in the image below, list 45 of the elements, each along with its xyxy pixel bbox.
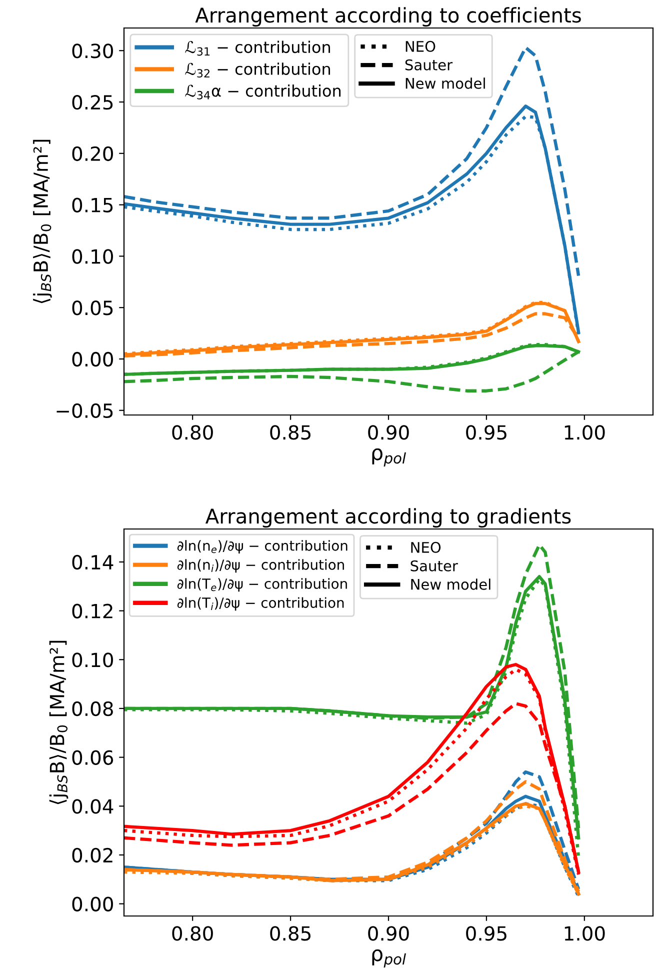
legend-label: ∂ln(n$_{e}$)/∂ψ − contribution xyxy=(177,540,348,554)
annotation: New model xyxy=(406,78,485,89)
legend-label: ℒ$_{32}$ − contribution xyxy=(185,62,330,78)
y-tick-label: 0.04 xyxy=(72,799,114,814)
legend-label: ℒ$_{31}$ − contribution xyxy=(185,40,330,56)
y-tick-label: 0.12 xyxy=(72,604,112,618)
annotation: Sauter xyxy=(410,560,458,572)
x-tick-label: 1.00 xyxy=(564,425,605,440)
x-tick-label: 0.95 xyxy=(466,926,506,941)
y-axis-title: ⟨j$_{BS}$B⟩/B$_{0}$ [MA/m²] xyxy=(49,640,68,804)
x-tick-label: 0.90 xyxy=(368,425,409,440)
x-tick-label: 0.95 xyxy=(466,425,506,440)
x-axis-title: ρ$_{pol}$ xyxy=(372,448,406,466)
y-tick-label: 0.00 xyxy=(72,896,113,912)
y-tick-label: 0.14 xyxy=(72,554,114,570)
annotation: Sauter xyxy=(405,59,453,70)
x-tick-label: 0.85 xyxy=(270,425,310,440)
x-tick-label: 0.80 xyxy=(172,425,213,440)
legend-label: ∂ln(n$_{i}$)/∂ψ − contribution xyxy=(177,559,344,573)
x-axis-title: ρ$_{pol}$ xyxy=(372,949,406,968)
y-tick-label: 0.30 xyxy=(72,44,113,58)
y-tick-label: 0.25 xyxy=(72,94,113,110)
chart-title: Arrangement according to gradients xyxy=(205,508,571,528)
y-tick-label: 0.06 xyxy=(72,750,114,765)
legend-label: ∂ln(T$_{e}$)/∂ψ − contribution xyxy=(177,578,347,592)
legend-label: ∂ln(T$_{i}$)/∂ψ − contribution xyxy=(177,597,344,611)
y-tick-label: 0.00 xyxy=(72,352,113,367)
y-tick-label: −0.05 xyxy=(56,403,113,418)
y-tick-label: 0.10 xyxy=(72,249,113,264)
x-tick-label: 0.80 xyxy=(172,926,213,941)
y-tick-label: 0.02 xyxy=(72,848,112,863)
y-tick-label: 0.08 xyxy=(72,701,113,716)
x-tick-label: 0.90 xyxy=(368,926,409,941)
y-tick-label: 0.20 xyxy=(72,146,113,162)
x-tick-label: 0.85 xyxy=(270,926,310,941)
annotation: NEO xyxy=(411,542,441,553)
legend-label: ℒ$_{34}$α − contribution xyxy=(185,84,341,100)
y-tick-label: 0.15 xyxy=(72,198,113,212)
y-axis-title: ⟨j$_{BS}$B⟩/B$_{0}$ [MA/m²] xyxy=(33,140,52,304)
annotation: NEO xyxy=(406,40,436,52)
chart-title: Arrangement according to coefficients xyxy=(195,7,581,27)
y-tick-label: 0.10 xyxy=(72,652,113,668)
y-tick-label: 0.05 xyxy=(72,300,113,316)
x-tick-label: 1.00 xyxy=(564,926,605,941)
annotation: New model xyxy=(411,578,490,590)
